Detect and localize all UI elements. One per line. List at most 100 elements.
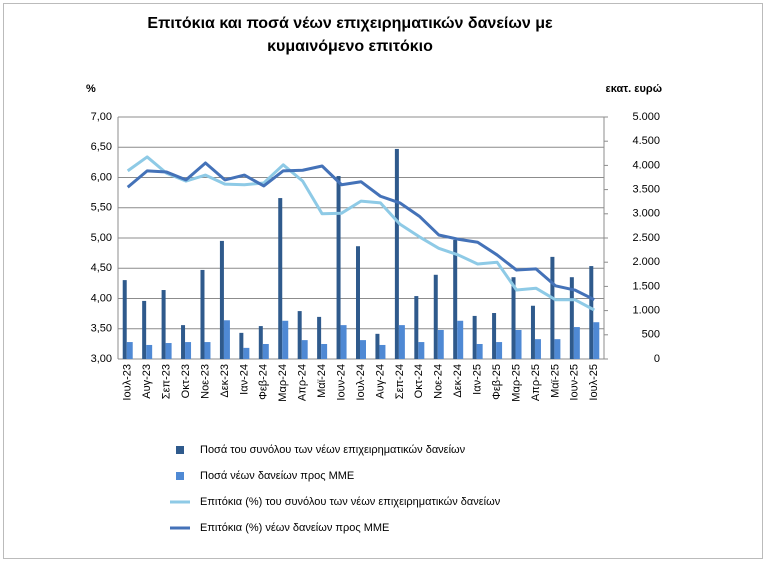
x-tick-label: Ιουλ-25 [588,364,600,401]
bar [375,333,380,359]
x-tick-label: Φεβ-25 [491,364,503,400]
bar [219,240,224,359]
bar [301,340,308,359]
x-tick-label: Αυγ-24 [374,364,386,399]
y2-tick-label: 0 [654,353,660,365]
legend-swatch [176,472,184,480]
x-tick-label: Οκτ-24 [413,364,425,398]
bar [511,277,516,359]
bar [550,256,555,359]
y-tick-label: 4,50 [91,262,112,274]
bar [258,326,263,359]
x-tick-label: Ιουλ-24 [355,364,367,401]
bar [181,325,186,359]
bar [496,342,503,359]
bar [418,342,425,359]
bar [360,340,366,359]
bar [394,148,399,359]
x-tick-label: Απρ-25 [530,364,542,401]
x-tick-label: Ιαν-25 [472,364,484,395]
bar [593,322,600,359]
y-tick-label: 3,00 [91,353,112,365]
bar [200,269,205,359]
bar [282,320,289,359]
legend-label: Επιτόκια (%) του συνόλου των νέων επιχει… [200,496,501,508]
legend-swatch [176,446,184,454]
y2-axis-label: εκατ. ευρώ [606,83,663,95]
bar [569,277,574,359]
y-tick-label: 6,00 [91,171,112,183]
y-tick-label: 4,00 [91,292,112,304]
x-tick-label: Μαϊ-24 [316,364,328,398]
x-tick-label: Ιουλ-23 [122,364,134,401]
y2-tick-label: 5.000 [632,111,660,123]
bar [573,327,580,359]
x-tick-label: Ιαν-24 [238,364,250,395]
bar [554,339,561,359]
bar [433,274,438,359]
bar [146,344,153,359]
bar [336,176,341,359]
bar [530,305,535,359]
bar [457,320,464,359]
bar [142,300,147,359]
bar [515,329,522,359]
bar [204,342,211,359]
bar [534,339,541,359]
frame [3,3,763,559]
chart-title: Επιτόκια και ποσά νέων επιχειρηματικών δ… [147,15,553,32]
x-tick-label: Νοε-23 [199,364,211,399]
bar [340,325,347,359]
legend-label: Ποσά του συνόλου των νέων επιχειρηματικώ… [200,444,466,456]
y2-tick-label: 4.000 [632,159,660,171]
x-tick-label: Απρ-24 [297,364,309,401]
y-tick-label: 5,00 [91,232,112,244]
y2-tick-label: 2.000 [632,256,660,268]
y2-tick-label: 3.000 [632,208,660,220]
bar [223,320,230,359]
y2-tick-label: 500 [642,329,660,341]
x-tick-label: Ιουν-24 [335,364,347,401]
bar [278,198,283,359]
line [126,161,595,302]
x-tick-label: Νοε-24 [433,364,445,399]
bar [321,343,328,359]
bar [297,311,302,359]
y2-tick-label: 4.500 [632,135,660,147]
y-tick-label: 5,50 [91,202,112,214]
x-tick-label: Μαϊ-25 [549,364,561,398]
bar [379,344,386,359]
line [126,155,595,312]
bar [414,296,419,359]
x-tick-label: Σεπ-24 [394,364,406,399]
bar [356,246,360,359]
bar [476,343,483,359]
y2-tick-label: 3.500 [632,184,660,196]
y-tick-label: 3,50 [91,323,112,335]
x-tick-label: Σεπ-23 [161,364,173,399]
bar [161,290,166,359]
bar [165,343,172,359]
bar [126,342,133,359]
bar [262,343,269,359]
y-tick-label: 7,00 [91,111,112,123]
y-tick-label: 6,50 [91,141,112,153]
bar [122,280,127,359]
x-tick-label: Οκτ-23 [180,364,192,398]
chart-title: κυμαινόμενο επιτόκιο [267,38,433,55]
bar [453,239,458,359]
bar [437,329,444,359]
x-tick-label: Αυγ-23 [141,364,153,399]
bar [243,347,250,359]
bar [492,313,497,359]
x-tick-label: Δεκ-24 [452,364,464,398]
bar [472,315,477,359]
x-tick-label: Φεβ-24 [258,364,270,400]
bar [317,316,322,359]
bar [398,325,405,359]
y-axis-label: % [86,83,96,95]
legend-label: Επιτόκια (%) νέων δανείων προς ΜΜΕ [200,522,389,534]
y2-tick-label: 1.500 [632,280,660,292]
x-tick-label: Μαρ-25 [510,364,522,402]
